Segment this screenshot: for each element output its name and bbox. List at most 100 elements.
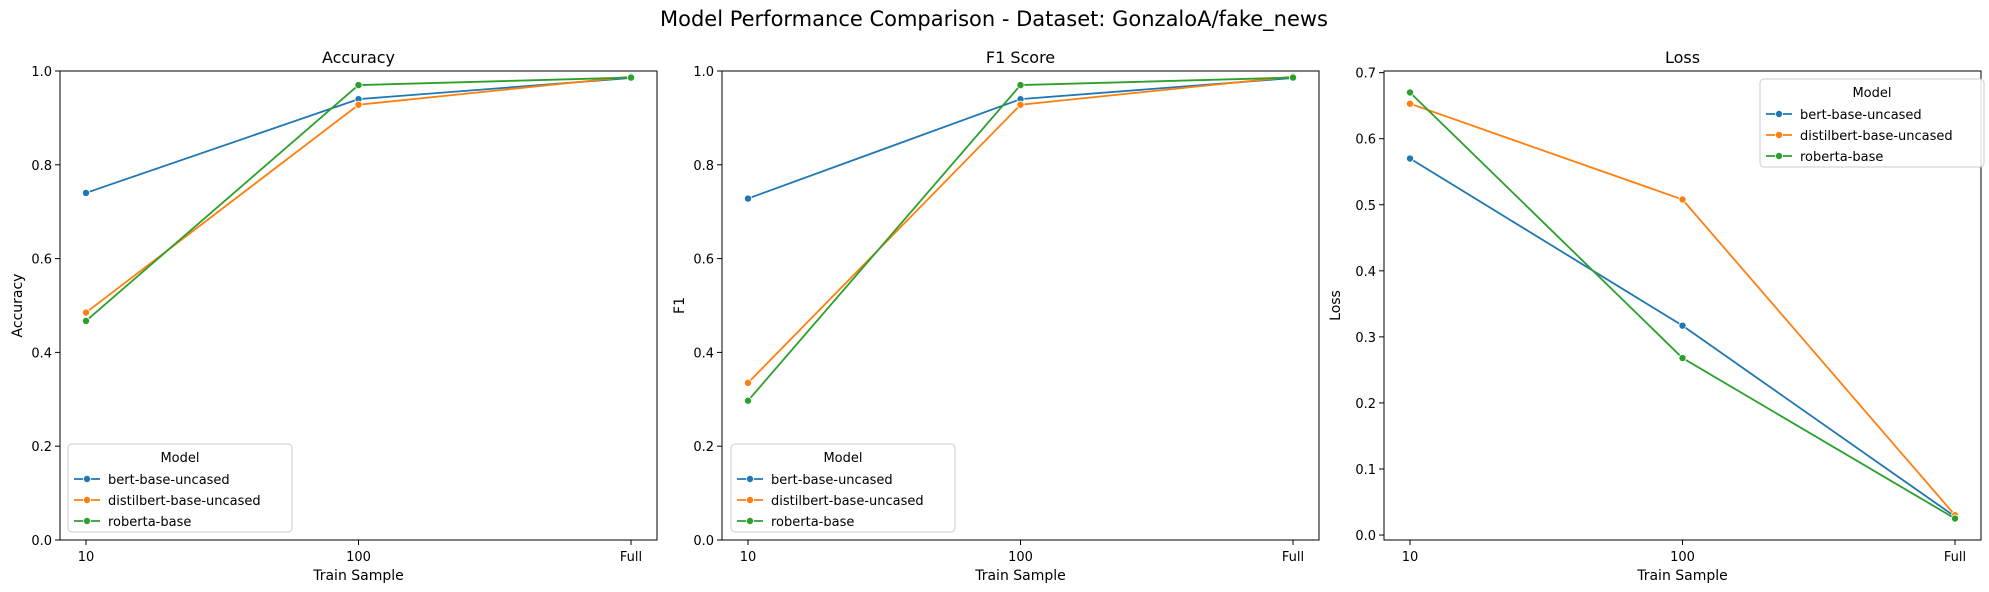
series-roberta-base	[744, 73, 1298, 405]
y-tick-label: 0.0	[31, 534, 52, 549]
legend-swatch-marker	[83, 474, 92, 483]
legend-item: roberta-base	[1766, 150, 1883, 165]
x-tick-label: 100	[346, 550, 371, 565]
y-tick-label: 0.2	[31, 440, 52, 455]
legend-label: roberta-base	[108, 515, 191, 530]
panel-title: Loss	[1665, 48, 1700, 67]
series-line	[747, 75, 1294, 384]
x-tick-label: 10	[1402, 550, 1419, 565]
legend-swatch-marker	[746, 517, 755, 526]
legend: Model bert-base-uncased distilbert-base-un…	[67, 443, 293, 533]
legend-label: bert-base-uncased	[771, 473, 893, 488]
y-tick-label: 0.4	[31, 346, 52, 361]
x-tick-label: 100	[1008, 550, 1033, 565]
data-point	[1678, 195, 1687, 204]
series-distilbert-base-uncased	[82, 72, 636, 317]
legend-label: distilbert-base-uncased	[771, 494, 924, 509]
data-point	[82, 308, 91, 317]
data-point	[1678, 321, 1687, 330]
y-tick-label: 0.0	[693, 534, 714, 549]
legend-item: roberta-base	[737, 515, 854, 530]
legend-item: roberta-base	[74, 515, 191, 530]
y-tick-label: 0.4	[1355, 265, 1376, 280]
data-point	[1678, 354, 1687, 363]
legend-title: Model	[823, 451, 862, 466]
data-point	[744, 378, 753, 387]
data-point	[1016, 100, 1025, 109]
y-tick-label: 0.6	[31, 253, 52, 268]
legend-swatch-marker	[1775, 110, 1784, 119]
data-point	[82, 188, 91, 197]
legend-label: distilbert-base-uncased	[1800, 129, 1953, 144]
legend-swatch-marker	[1775, 130, 1784, 139]
data-point	[1406, 99, 1415, 108]
legend-box	[67, 443, 293, 533]
x-axis-label: Train Sample	[974, 568, 1066, 584]
data-point	[1406, 88, 1415, 97]
x-tick-label: Full	[620, 550, 642, 565]
data-point	[354, 100, 363, 109]
y-tick-label: 1.0	[31, 65, 52, 80]
y-axis-label: Accuracy	[10, 274, 26, 338]
y-tick-label: 0.6	[693, 253, 714, 268]
legend-swatch-marker	[83, 517, 92, 526]
y-tick-label: 0.1	[1355, 463, 1376, 478]
y-tick-label: 0.4	[693, 346, 714, 361]
legend-label: roberta-base	[771, 515, 854, 530]
legend: Model bert-base-uncased distilbert-base-un…	[1759, 78, 1985, 168]
panels: Accuracy 0.0 0.2 0.4 0.6 0.8 1.0 10 100 Full Train…	[10, 48, 1985, 584]
series-line	[85, 75, 632, 314]
series-line	[747, 76, 1294, 402]
legend-title: Model	[1852, 86, 1891, 101]
series-bert-base-uncased	[82, 74, 636, 197]
legend-swatch-marker	[1775, 151, 1784, 160]
series-bert-base-uncased	[1406, 154, 1960, 521]
y-tick-label: 0.8	[693, 159, 714, 174]
y-tick-label: 0.5	[1355, 199, 1376, 214]
legend-label: roberta-base	[1800, 150, 1883, 165]
y-tick-label: 0.2	[693, 440, 714, 455]
y-tick-label: 0.0	[1355, 529, 1376, 544]
legend-box	[730, 443, 956, 533]
legend-item: distilbert-base-uncased	[74, 494, 261, 509]
figure-title: Model Performance Comparison - Dataset: …	[660, 7, 1328, 32]
y-axis-label: F1	[672, 297, 688, 314]
legend-swatch-marker	[746, 495, 755, 504]
x-tick-label: Full	[1944, 550, 1966, 565]
data-point	[1016, 81, 1025, 90]
series-line	[85, 76, 632, 322]
x-tick-label: Full	[1282, 550, 1304, 565]
x-tick-label: 10	[78, 550, 95, 565]
series-distilbert-base-uncased	[744, 72, 1298, 387]
data-point	[82, 316, 91, 325]
legend-swatch-marker	[746, 474, 755, 483]
y-tick-label: 0.7	[1355, 67, 1376, 82]
panel-1: Accuracy 0.0 0.2 0.4 0.6 0.8 1.0 10 100 Full Train…	[10, 48, 658, 584]
legend-label: bert-base-uncased	[108, 473, 230, 488]
panel-3: Loss 0.0 0.1 0.2 0.3 0.4 0.5 0.6 0.7 10 100 Full Tra…	[1328, 48, 1985, 584]
x-axis-label: Train Sample	[1636, 568, 1728, 584]
y-axis-label: Loss	[1328, 290, 1344, 321]
legend-box	[1759, 78, 1985, 168]
series-line	[1409, 157, 1956, 518]
data-point	[1406, 154, 1415, 163]
legend-label: distilbert-base-uncased	[108, 494, 261, 509]
data-point	[744, 396, 753, 405]
panel-2: F1 Score 0.0 0.2 0.4 0.6 0.8 1.0 10 100 Full Train…	[672, 48, 1320, 584]
legend: Model bert-base-uncased distilbert-base-un…	[730, 443, 956, 533]
data-point	[627, 73, 636, 82]
series-roberta-base	[82, 73, 636, 325]
legend-label: bert-base-uncased	[1800, 108, 1922, 123]
legend-item: distilbert-base-uncased	[737, 494, 924, 509]
legend-item: bert-base-uncased	[74, 473, 230, 488]
legend-item: bert-base-uncased	[737, 473, 893, 488]
y-tick-label: 0.2	[1355, 397, 1376, 412]
data-point	[1289, 73, 1298, 82]
legend-item: bert-base-uncased	[1766, 108, 1922, 123]
legend-swatch-marker	[83, 495, 92, 504]
data-point	[1951, 514, 1960, 523]
legend-item: distilbert-base-uncased	[1766, 129, 1953, 144]
data-point	[744, 194, 753, 203]
panel-title: Accuracy	[322, 48, 395, 67]
